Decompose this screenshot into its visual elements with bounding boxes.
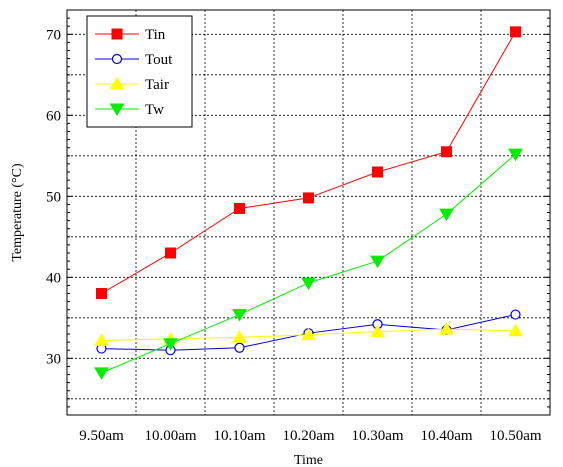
x-tick-label: 10.10am [213,428,265,444]
data-point-tin [165,247,176,259]
legend: Tin Tout Tair Tw [86,15,193,128]
data-point-tw [439,208,454,222]
y-tick-label: 60 [46,108,61,124]
x-tick-label: 10.50am [489,428,541,444]
data-point-tin [372,166,383,178]
data-point-tw [508,148,523,162]
axis-ticks: 30 40 50 60 70 9.50am 10.00am 10.10am 10.20am 10.… [46,9,550,444]
data-point-tw [94,367,109,380]
data-point-tw [232,309,247,322]
x-tick-label: 10.00am [144,428,196,444]
legend-marker-tin [111,28,123,40]
legend-label-tout: Tout [145,52,173,68]
data-point-tair [370,324,385,338]
legend-marker-tout [111,53,123,65]
legend-box [86,15,193,128]
data-point-tw [370,255,385,269]
data-point-tair [439,322,454,335]
x-tick-label: 10.40am [420,428,472,444]
data-point-tw [301,277,316,290]
legend-marker-tw [109,103,125,116]
data-point-tair [232,330,247,343]
data-point-tair [508,323,523,337]
series-tw [94,148,523,380]
legend-label-tw: Tw [145,102,164,118]
legend-marker-tair [109,77,125,90]
data-point-tin [510,26,521,38]
data-point-tin [234,202,245,214]
series-tin [96,26,521,299]
series-tair [94,322,523,346]
x-tick-label: 9.50am [79,428,124,444]
legend-label-tair: Tair [145,77,169,93]
x-tick-label: 10.30am [351,428,403,444]
legend-label-tin: Tin [145,27,166,43]
data-point-tin [96,288,107,299]
y-tick-label: 50 [46,189,61,205]
y-tick-label: 70 [46,27,61,43]
data-point-tair [94,333,109,346]
data-point-tin [441,146,452,158]
x-axis-label: Time [294,453,323,467]
y-tick-label: 40 [46,270,61,286]
data-series [94,26,523,380]
grid-lines [67,10,550,415]
data-point-tw [163,338,178,351]
data-point-tin [303,192,314,204]
y-axis-label: Temperature (°C) [10,163,25,262]
data-point-tout [510,309,521,320]
x-tick-label: 10.20am [282,428,334,444]
data-point-tair [301,327,316,341]
y-tick-label: 30 [46,351,61,367]
data-point-tout [234,342,245,353]
